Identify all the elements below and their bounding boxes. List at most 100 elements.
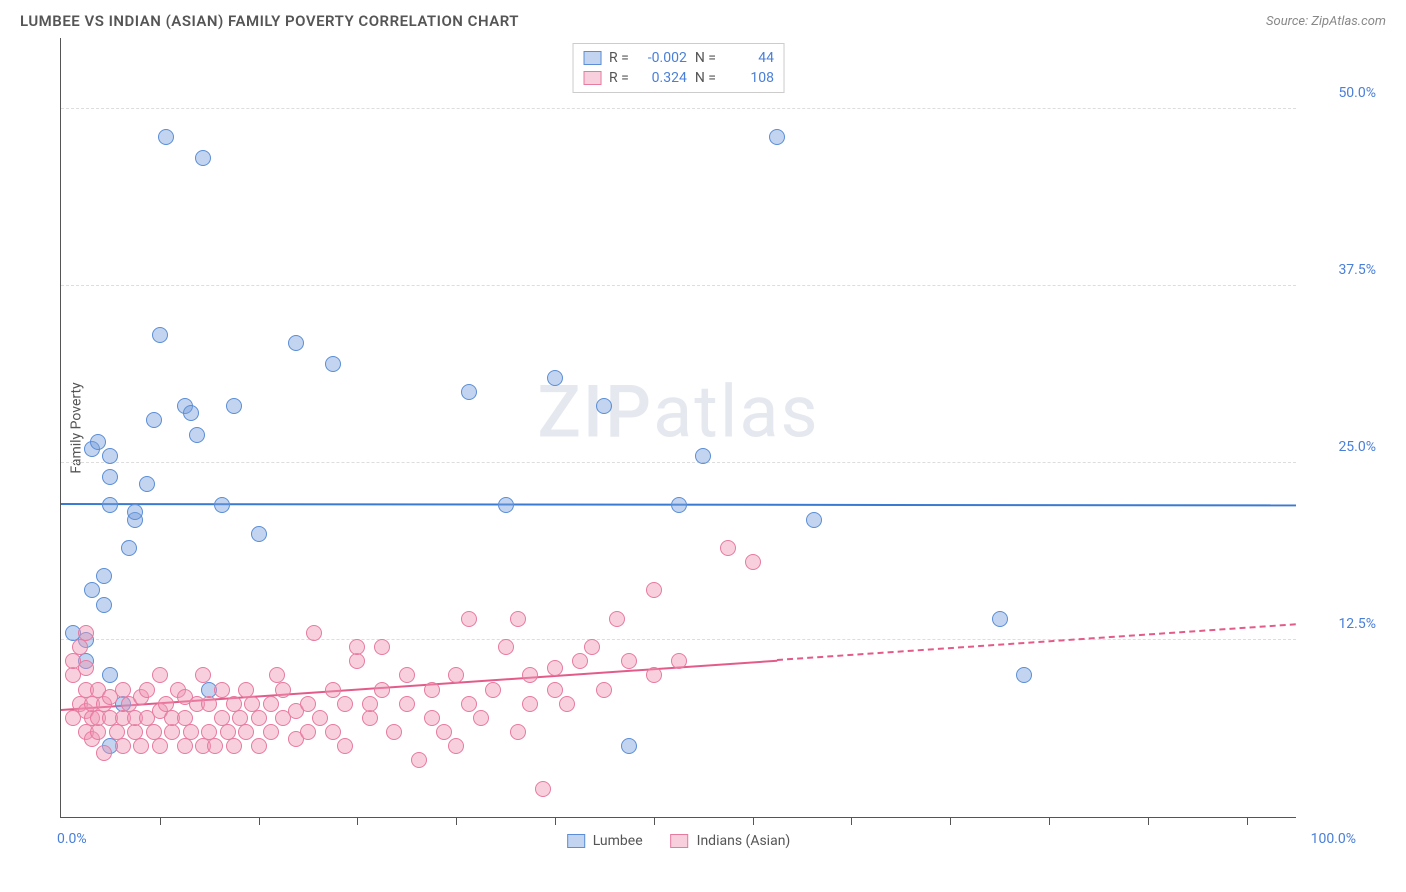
scatter-point	[584, 639, 600, 655]
scatter-point	[609, 611, 625, 627]
y-tick-label: 25.0%	[1306, 439, 1376, 455]
scatter-point	[201, 696, 217, 712]
scatter-point	[183, 724, 199, 740]
scatter-point	[102, 448, 118, 464]
scatter-point	[547, 660, 563, 676]
y-axis-label: Family Poverty	[69, 382, 85, 473]
scatter-point	[152, 327, 168, 343]
swatch-indian	[583, 71, 601, 85]
scatter-point	[535, 781, 551, 797]
swatch-lumbee	[567, 834, 585, 848]
scatter-point	[424, 682, 440, 698]
scatter-point	[96, 597, 112, 613]
scatter-point	[349, 639, 365, 655]
scatter-point	[312, 710, 328, 726]
y-tick-label: 50.0%	[1306, 85, 1376, 101]
x-tick	[950, 817, 951, 825]
scatter-point	[399, 667, 415, 683]
scatter-point	[158, 129, 174, 145]
stats-legend-box: R = -0.002 N = 44 R = 0.324 N = 108	[572, 43, 785, 93]
scatter-point	[78, 625, 94, 641]
scatter-point	[547, 682, 563, 698]
scatter-point	[164, 724, 180, 740]
x-tick	[851, 817, 852, 825]
scatter-point	[386, 724, 402, 740]
scatter-point	[102, 667, 118, 683]
chart-container: Family Poverty ZIPatlas R = -0.002 N = 4…	[20, 38, 1386, 818]
scatter-point	[745, 554, 761, 570]
x-tick	[357, 817, 358, 825]
stats-row-indian: R = 0.324 N = 108	[583, 68, 774, 88]
scatter-point	[146, 412, 162, 428]
bottom-legend: Lumbee Indians (Asian)	[567, 833, 791, 849]
scatter-point	[769, 129, 785, 145]
scatter-point	[436, 724, 452, 740]
swatch-lumbee	[583, 51, 601, 65]
x-max-label: 100.0%	[1311, 831, 1356, 847]
scatter-point	[349, 653, 365, 669]
scatter-point	[646, 582, 662, 598]
scatter-point	[214, 682, 230, 698]
scatter-point	[695, 448, 711, 464]
scatter-point	[337, 738, 353, 754]
scatter-point	[96, 568, 112, 584]
n-value-indian: 108	[724, 70, 774, 86]
x-tick	[259, 817, 260, 825]
r-label: R =	[609, 50, 629, 66]
watermark-text: ZIPatlas	[537, 369, 819, 454]
scatter-point	[152, 667, 168, 683]
scatter-point	[424, 710, 440, 726]
x-tick	[1049, 817, 1050, 825]
scatter-point	[72, 639, 88, 655]
scatter-point	[1016, 667, 1032, 683]
x-tick	[160, 817, 161, 825]
scatter-point	[992, 611, 1008, 627]
gridline	[61, 639, 1296, 640]
scatter-point	[671, 653, 687, 669]
n-value-lumbee: 44	[724, 50, 774, 66]
n-label: N =	[695, 70, 716, 86]
scatter-point	[121, 540, 137, 556]
scatter-point	[90, 434, 106, 450]
scatter-point	[646, 667, 662, 683]
plot-area: Family Poverty ZIPatlas R = -0.002 N = 4…	[60, 38, 1296, 818]
scatter-point	[362, 696, 378, 712]
scatter-point	[300, 696, 316, 712]
scatter-point	[337, 696, 353, 712]
r-value-lumbee: -0.002	[637, 50, 687, 66]
scatter-point	[325, 724, 341, 740]
scatter-point	[510, 724, 526, 740]
scatter-point	[195, 667, 211, 683]
r-value-indian: 0.324	[637, 70, 687, 86]
scatter-point	[84, 582, 100, 598]
scatter-point	[263, 724, 279, 740]
scatter-point	[498, 497, 514, 513]
scatter-point	[461, 384, 477, 400]
scatter-point	[139, 682, 155, 698]
scatter-point	[251, 738, 267, 754]
scatter-point	[183, 405, 199, 421]
scatter-point	[133, 738, 149, 754]
scatter-point	[251, 710, 267, 726]
scatter-point	[226, 738, 242, 754]
x-tick	[456, 817, 457, 825]
scatter-point	[448, 667, 464, 683]
x-min-label: 0.0%	[57, 831, 87, 847]
scatter-point	[522, 696, 538, 712]
scatter-point	[207, 738, 223, 754]
scatter-point	[102, 497, 118, 513]
scatter-point	[152, 738, 168, 754]
scatter-point	[90, 724, 106, 740]
scatter-point	[806, 512, 822, 528]
scatter-point	[596, 682, 612, 698]
x-tick	[654, 817, 655, 825]
y-tick-label: 37.5%	[1306, 262, 1376, 278]
scatter-point	[288, 335, 304, 351]
scatter-point	[621, 653, 637, 669]
scatter-point	[473, 710, 489, 726]
scatter-point	[195, 150, 211, 166]
x-tick	[555, 817, 556, 825]
gridline	[61, 462, 1296, 463]
scatter-point	[325, 356, 341, 372]
legend-label-indian: Indians (Asian)	[697, 833, 791, 849]
